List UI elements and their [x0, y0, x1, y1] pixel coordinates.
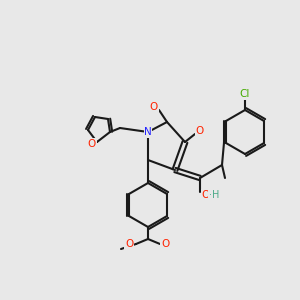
Text: O: O: [202, 190, 210, 200]
Text: N: N: [144, 127, 152, 137]
Text: ·H: ·H: [209, 190, 219, 200]
Text: O: O: [161, 239, 169, 249]
Text: O: O: [150, 102, 158, 112]
Text: O: O: [125, 239, 133, 249]
Text: O: O: [88, 139, 96, 149]
Text: Cl: Cl: [240, 89, 250, 99]
Text: O: O: [196, 126, 204, 136]
